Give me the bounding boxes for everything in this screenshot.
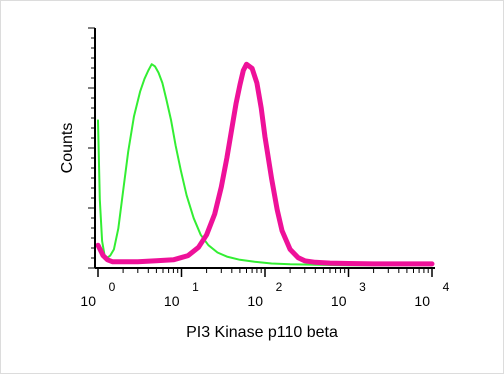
series-line-1 xyxy=(97,63,433,267)
x-tick-label-exponent: 1 xyxy=(192,280,199,294)
x-axis-ticks xyxy=(97,268,433,277)
x-tick-label-exponent: 0 xyxy=(109,280,116,294)
x-tick-label-exponent: 4 xyxy=(443,280,450,294)
y-axis-title: Counts xyxy=(59,123,76,174)
x-tick-label-base: 10 xyxy=(414,293,430,309)
x-axis-title: PI3 Kinase p110 beta xyxy=(186,324,338,341)
x-tick-label-base: 10 xyxy=(331,293,347,309)
series-layer xyxy=(95,61,435,267)
x-tick-label-exponent: 3 xyxy=(359,280,366,294)
x-tick-label-base: 10 xyxy=(80,293,96,309)
x-tick-label-exponent: 2 xyxy=(276,280,283,294)
x-tick-label-base: 10 xyxy=(247,293,263,309)
y-axis-ticks xyxy=(88,27,95,269)
x-axis-tick-labels: 10 0 10 1 10 2 10 3 10 4 xyxy=(80,280,449,309)
x-tick-label-base: 10 xyxy=(164,293,180,309)
series-line-2 xyxy=(95,61,435,267)
